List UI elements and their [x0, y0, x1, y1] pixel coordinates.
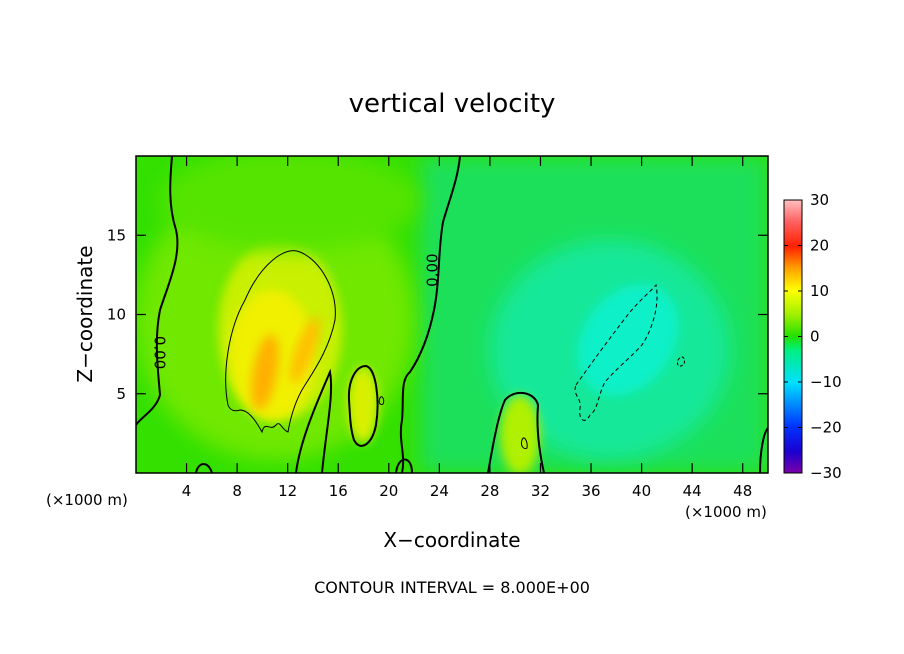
updraft-core-b	[290, 316, 320, 384]
contour-label: 0.00	[150, 336, 168, 369]
x-tick-label: 8	[232, 482, 242, 500]
x-tick-label: 48	[733, 482, 752, 500]
colorbar-tick-label: −10	[810, 373, 842, 391]
x-tick-label: 12	[278, 482, 297, 500]
x-axis-label: X−coordinate	[383, 528, 520, 552]
colorbar-tick-label: 30	[810, 191, 829, 209]
chart-title: vertical velocity	[349, 89, 556, 119]
y-axis-label: Z−coordinate	[73, 245, 97, 382]
x-tick-label: 16	[329, 482, 348, 500]
x-tick-label: 4	[182, 482, 192, 500]
y-axis-ticks: 5 10 15	[107, 226, 768, 403]
updraft-core-a	[251, 334, 279, 410]
x-unit-right: (×1000 m)	[685, 503, 767, 521]
contour-label: 0.00	[424, 253, 442, 286]
zero-contour-lobe-30	[487, 391, 545, 473]
contour-8-small-30	[521, 437, 528, 449]
x-tick-label: 28	[480, 482, 499, 500]
zero-contour-left	[136, 156, 179, 426]
colorbar-tick-label: 10	[810, 282, 829, 300]
zero-contour-right	[759, 427, 768, 473]
x-unit-left: (×1000 m)	[46, 491, 128, 509]
contour-lines	[136, 156, 768, 473]
contour-8-small-19	[378, 396, 385, 405]
colorbar-tick-label: −30	[810, 464, 842, 482]
updraft-lower	[500, 395, 540, 473]
heatmap-field	[136, 156, 768, 473]
y-tick-label: 5	[116, 385, 126, 403]
downdraft-core	[577, 284, 679, 396]
x-tick-label: 32	[531, 482, 550, 500]
colorbar-tick-label: −20	[810, 419, 842, 437]
y-tick-label: 10	[107, 306, 126, 324]
y-tick-label: 15	[107, 226, 126, 244]
colorbar-tick-label: 20	[810, 237, 829, 255]
colorbar-tick-label: 0	[810, 328, 820, 346]
contour-interval-note: CONTOUR INTERVAL = 8.000E+00	[314, 578, 590, 597]
zero-contour-small-5	[195, 463, 213, 473]
colorbar-ticks: 30 20 10 0 −10 −20 −30	[784, 191, 842, 482]
x-tick-label: 36	[581, 482, 600, 500]
x-tick-label: 40	[632, 482, 651, 500]
zero-contour-lobe-18	[347, 364, 379, 447]
zero-contour-main	[399, 156, 461, 473]
updraft-secondary	[348, 367, 378, 443]
contour-labels: 0.00 0.00	[150, 253, 442, 369]
x-tick-label: 20	[379, 482, 398, 500]
zero-contour-lobe-16	[295, 368, 333, 473]
contour-minus8-small	[677, 356, 685, 367]
contour-8-updraft	[225, 250, 336, 434]
zero-contour-small-21	[395, 458, 413, 473]
x-tick-label: 44	[683, 482, 702, 500]
x-axis-ticks: 4 8 12 16 20 24 28 32 36 40 44 48	[182, 156, 752, 500]
x-tick-label: 24	[430, 482, 449, 500]
updraft-top-band	[160, 156, 420, 250]
